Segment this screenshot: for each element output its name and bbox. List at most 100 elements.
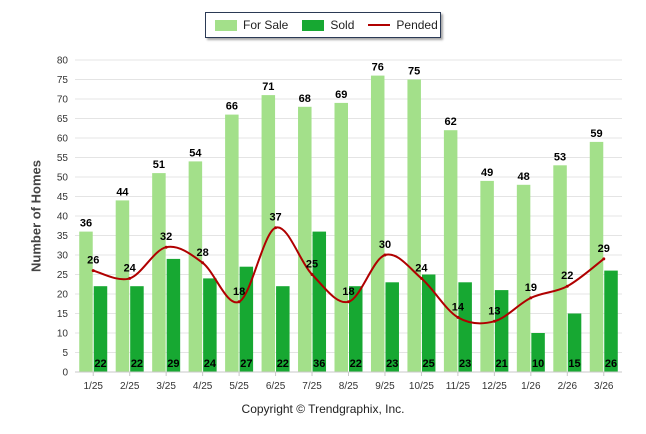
y-tick-label: 65 xyxy=(57,114,69,125)
x-tick-label: 4/25 xyxy=(193,381,213,392)
x-tick-label: 3/26 xyxy=(594,381,614,392)
for-sale-value-label: 53 xyxy=(554,151,566,163)
sold-value-label: 22 xyxy=(131,358,143,370)
bar-sold xyxy=(93,286,108,372)
pended-line-layer xyxy=(91,226,606,325)
pended-value-label: 37 xyxy=(269,212,281,224)
copyright-text: Copyright © Trendgraphix, Inc. xyxy=(241,402,405,416)
y-tick-label: 20 xyxy=(57,290,69,301)
for-sale-value-label: 44 xyxy=(116,186,129,198)
sold-value-label: 22 xyxy=(277,358,289,370)
y-tick-label: 30 xyxy=(57,251,69,262)
pended-point xyxy=(419,276,423,280)
bar-for-sale xyxy=(79,231,93,372)
pended-value-label: 18 xyxy=(233,286,245,298)
pended-point xyxy=(565,284,569,288)
y-tick-label: 25 xyxy=(57,270,69,281)
pended-point xyxy=(164,245,168,249)
bar-sold xyxy=(421,274,436,372)
pended-value-label: 19 xyxy=(525,282,537,294)
x-tick-label: 10/25 xyxy=(409,381,434,392)
x-tick-label: 5/25 xyxy=(229,381,249,392)
pended-point xyxy=(91,269,95,273)
x-axis: 1/25 2/25 3/25 4/25 5/25 6/25 7/25 8/25 9/25 10/2… xyxy=(75,371,622,392)
y-tick-label: 35 xyxy=(57,231,69,242)
legend-item-for-sale[interactable]: For Sale xyxy=(215,18,288,32)
sold-value-label: 25 xyxy=(423,358,435,370)
bar-sold xyxy=(312,231,327,372)
sold-swatch xyxy=(302,19,325,31)
legend-label-sold: Sold xyxy=(330,18,355,32)
y-tick-label: 5 xyxy=(62,348,68,359)
for-sale-value-label: 59 xyxy=(590,128,602,140)
pended-value-label: 30 xyxy=(379,239,391,251)
y-tick-label: 15 xyxy=(57,309,69,320)
for-sale-value-label: 66 xyxy=(226,101,238,113)
x-tick-label: 2/25 xyxy=(120,381,140,392)
legend: For Sale Sold Pended xyxy=(205,12,441,38)
sold-value-label: 23 xyxy=(459,358,471,370)
sold-value-label: 22 xyxy=(350,358,362,370)
bar-sold xyxy=(494,290,509,372)
bar-for-sale xyxy=(188,161,203,372)
pended-value-label: 28 xyxy=(197,247,209,259)
y-tick-label: 55 xyxy=(57,153,69,164)
x-tick-label: 2/26 xyxy=(558,381,578,392)
bar-for-sale xyxy=(516,184,531,372)
for-sale-value-label: 48 xyxy=(517,171,529,183)
legend-label-for-sale: For Sale xyxy=(243,18,289,32)
x-tick-label: 12/25 xyxy=(482,381,507,392)
for-sale-value-label: 51 xyxy=(153,159,165,171)
for-sale-value-label: 76 xyxy=(372,62,384,74)
x-tick-label: 11/25 xyxy=(446,381,471,392)
sold-value-label: 23 xyxy=(386,358,398,370)
pended-value-label: 25 xyxy=(306,259,318,271)
legend-item-pended[interactable]: Pended xyxy=(368,18,438,32)
legend-label-pended: Pended xyxy=(396,18,438,32)
sold-value-label: 26 xyxy=(605,358,617,370)
sold-value-label: 15 xyxy=(568,358,580,370)
pended-value-label: 18 xyxy=(342,286,354,298)
sold-value-label: 24 xyxy=(204,358,217,370)
bar-sold xyxy=(531,333,545,372)
pended-point xyxy=(128,276,132,280)
bar-for-sale xyxy=(553,165,567,372)
sold-value-label: 22 xyxy=(94,358,106,370)
for-sale-value-label: 69 xyxy=(335,89,347,101)
data-labels: 36 22 44 22 51 29 54 24 66 27 71 22 68 36 69 22 76 23 75 25… xyxy=(80,62,617,370)
bar-sold xyxy=(567,313,582,372)
sold-value-label: 21 xyxy=(495,358,507,370)
pended-point xyxy=(347,300,350,304)
pended-value-label: 24 xyxy=(415,262,428,274)
for-sale-value-label: 71 xyxy=(262,81,274,93)
x-tick-label: 7/25 xyxy=(302,381,322,392)
bar-for-sale xyxy=(152,173,166,372)
pended-point xyxy=(310,273,314,276)
for-sale-swatch xyxy=(215,19,237,31)
bar-sold xyxy=(604,270,618,372)
pended-line xyxy=(92,226,605,325)
legend-item-sold[interactable]: Sold xyxy=(302,18,354,32)
for-sale-value-label: 68 xyxy=(299,93,311,105)
bar-for-sale xyxy=(589,141,604,372)
pended-point xyxy=(383,253,387,257)
y-tick-label: 40 xyxy=(57,212,69,223)
bar-sold xyxy=(130,286,144,372)
bar-for-sale xyxy=(443,130,458,372)
x-tick-label: 3/25 xyxy=(156,381,176,392)
x-tick-label: 9/25 xyxy=(375,381,395,392)
bar-for-sale xyxy=(334,102,348,373)
y-tick-label: 45 xyxy=(57,192,69,203)
sold-value-label: 36 xyxy=(313,358,325,370)
bar-for-sale xyxy=(261,95,276,372)
pended-value-label: 29 xyxy=(598,243,610,255)
pended-point xyxy=(602,257,606,261)
sold-value-label: 10 xyxy=(532,358,544,370)
x-tick-label: 6/25 xyxy=(266,381,286,392)
bar-sold xyxy=(349,286,363,372)
bar-sold xyxy=(239,266,254,372)
pended-point xyxy=(529,296,533,300)
bars xyxy=(79,75,618,373)
bar-sold xyxy=(458,282,472,372)
x-tick-label: 1/26 xyxy=(521,381,541,392)
